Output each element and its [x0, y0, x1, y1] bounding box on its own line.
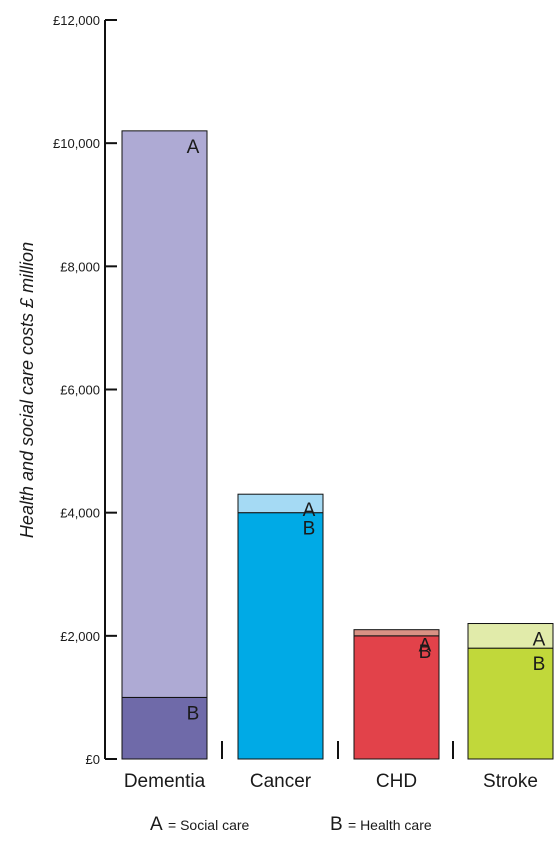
legend-key-b: B: [330, 814, 343, 835]
y-tick-label: £0: [86, 752, 100, 767]
bar-segment-b-cancer: [237, 512, 324, 760]
segment-label-a: A: [419, 636, 432, 657]
bar-segment-a-cancer: [237, 493, 324, 514]
bar-segment-b-dementia: [121, 696, 208, 760]
x-category-label: CHD: [376, 771, 417, 792]
bar-segment-a-stroke: [467, 623, 554, 649]
bar-segment-b-chd: [353, 635, 440, 760]
x-category-label: Cancer: [250, 771, 312, 792]
y-tick-label: £2,000: [60, 629, 100, 644]
x-category-label: Stroke: [483, 771, 538, 792]
y-tick-label: £4,000: [60, 506, 100, 521]
y-axis-label: Health and social care costs £ million: [17, 242, 37, 538]
y-axis: £0 £2,000 £4,000 £6,000 £8,000 £10,000 £12,000: [53, 13, 117, 767]
segment-label-a: A: [533, 630, 546, 651]
legend-text: = Health care: [348, 817, 432, 833]
y-tick-label: £8,000: [60, 259, 100, 274]
y-tick-label: £10,000: [53, 136, 100, 151]
segment-label-b: B: [419, 642, 432, 663]
legend-key-a: A: [150, 814, 163, 835]
bar-segment-b-stroke: [467, 647, 554, 760]
segment-label-b: B: [533, 654, 546, 675]
y-tick-label: £6,000: [60, 383, 100, 398]
bar-segment-a-chd: [353, 629, 440, 637]
legend: A = Social care B = Health care: [150, 814, 432, 835]
segment-label-a: A: [187, 137, 200, 158]
x-axis: Dementia Cancer CHD Stroke: [124, 741, 538, 792]
y-tick-label: £12,000: [53, 13, 100, 28]
segment-label-b: B: [187, 703, 200, 724]
segment-label-b: B: [303, 519, 316, 540]
legend-text: = Social care: [168, 817, 250, 833]
x-category-label: Dementia: [124, 771, 206, 792]
segment-label-a: A: [303, 500, 316, 521]
bar-segment-a-dementia: [121, 130, 208, 698]
